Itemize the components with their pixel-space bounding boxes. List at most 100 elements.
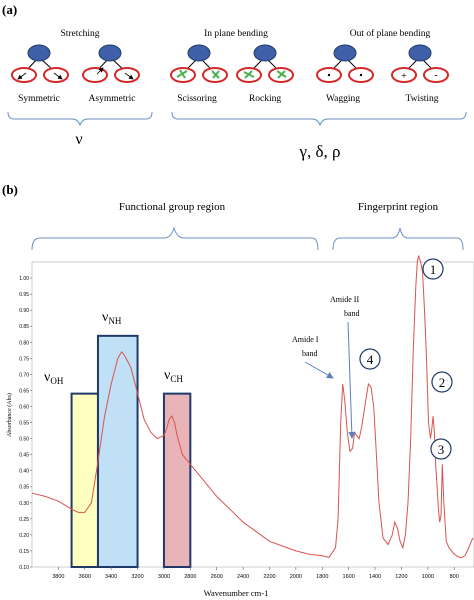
molecule-symmetric (11, 44, 69, 83)
amide-i-arrow (304, 361, 334, 379)
mode-label-scissoring: Scissoring (177, 94, 217, 104)
x-axis-label: Wavenumber cm-1 (204, 588, 269, 598)
panel-b-label: (b) (2, 182, 18, 197)
twist-minus-sign: - (434, 70, 437, 81)
y-tick-label: 0.95 (19, 292, 29, 298)
atom-central-blue (98, 44, 122, 62)
x-tick-label: 2000 (290, 574, 302, 580)
y-tick-label: 0.40 (19, 469, 29, 475)
svg-text:1: 1 (430, 262, 437, 277)
mode-label-symmetric: Symmetric (18, 94, 60, 104)
molecule-rocking (236, 44, 294, 83)
amide-ii-label: Amide II (330, 295, 359, 304)
x-tick-label: 3400 (105, 574, 117, 580)
group-label-in-plane: In plane bending (204, 29, 268, 39)
band-box-ch (162, 392, 192, 569)
atom-central-blue (253, 44, 277, 62)
y-tick-label: 0.90 (19, 308, 29, 314)
atom-side-red (11, 67, 37, 83)
green-motion-marker (276, 70, 287, 79)
y-tick-label: 0.10 (19, 565, 29, 571)
y-tick-label: 0.20 (19, 533, 29, 539)
x-tick-label: 2200 (263, 574, 275, 580)
bracket-stretching (7, 111, 153, 127)
green-motion-marker (211, 70, 220, 79)
mode-label-wagging: Wagging (326, 94, 360, 104)
y-tick-label: 0.85 (19, 324, 29, 330)
atom-central-blue (408, 44, 432, 62)
symbol-gamma-delta-rho: γ, δ, ρ (298, 142, 340, 161)
atom-side-red (391, 67, 417, 83)
twist-plus-sign: + (401, 71, 407, 82)
molecule-wagging (316, 44, 374, 83)
amide-ii-band-label: band (344, 309, 360, 318)
amide-i-band-label: band (302, 349, 318, 358)
y-tick-label: 0.75 (19, 356, 29, 362)
y-tick-label: 0.25 (19, 517, 29, 523)
amide-ii-arrow (347, 321, 356, 439)
mode-label-rocking: Rocking (249, 94, 281, 104)
x-tick-label: 3800 (52, 574, 64, 580)
svg-text:4: 4 (367, 352, 374, 367)
green-motion-marker (243, 70, 255, 79)
peak-marker-2: 2 (431, 371, 453, 393)
group-label-stretching: Stretching (60, 29, 99, 39)
svg-text:2: 2 (439, 375, 446, 390)
band-label-nh: νNH (102, 310, 122, 326)
region-label-fingerprint: Fingerprint region (358, 201, 439, 213)
spectrum-line (31, 255, 474, 558)
molecule-scissoring (170, 44, 228, 83)
green-motion-marker (176, 69, 188, 79)
x-tick-label: 1400 (369, 574, 381, 580)
y-tick-label: 1.00 (19, 276, 29, 282)
peak-marker-3: 3 (430, 438, 452, 460)
panel-a-label: (a) (2, 2, 17, 17)
atom-side-red (114, 67, 140, 83)
y-tick-label: 0.70 (19, 372, 29, 378)
y-tick-label: 0.35 (19, 485, 29, 491)
region-label-functional: Functional group region (119, 201, 226, 213)
atom-central-blue (333, 44, 357, 62)
atom-central-blue (27, 44, 51, 62)
bracket-functional-region (31, 226, 319, 251)
atom-side-red (423, 67, 449, 83)
y-tick-label: 0.45 (19, 453, 29, 459)
bracket-bending (171, 111, 467, 127)
y-tick-label: 0.65 (19, 388, 29, 394)
y-axis: 0.10 0.15 0.20 0.25 0.30 0.35 0.40 0.45 0.50 0.55… (19, 276, 32, 571)
x-tick-label: 3000 (158, 574, 170, 580)
band-label-ch: νCH (164, 368, 183, 384)
y-tick-label: 0.30 (19, 501, 29, 507)
x-tick-label: 1600 (343, 574, 355, 580)
y-tick-label: 0.80 (19, 340, 29, 346)
molecule-asymmetric (82, 44, 140, 83)
x-axis: 3800 3600 3400 3200 3000 2800 2600 2400 2200 2000… (52, 567, 459, 580)
bracket-fingerprint-region (332, 227, 464, 251)
group-label-out-of-plane: Out of plane bending (350, 28, 431, 39)
y-axis-label: Absorbance (Abs) (6, 393, 13, 437)
band-box-nh (96, 334, 139, 568)
y-tick-label: 0.50 (19, 437, 29, 443)
x-tick-label: 800 (450, 574, 459, 580)
x-tick-label: 2400 (237, 574, 249, 580)
x-tick-label: 3200 (131, 574, 143, 580)
band-box-oh (70, 392, 99, 569)
svg-text:3: 3 (438, 442, 445, 457)
peak-marker-4: 4 (359, 348, 381, 370)
y-tick-label: 0.60 (19, 404, 29, 410)
x-tick-label: 2600 (211, 574, 223, 580)
mode-label-asymmetric: Asymmetric (89, 94, 136, 104)
x-tick-label: 1200 (395, 574, 407, 580)
y-tick-label: 0.15 (19, 549, 29, 555)
amide-i-label: Amide I (292, 335, 319, 344)
mode-label-twisting: Twisting (405, 94, 438, 104)
x-tick-label: 1800 (316, 574, 328, 580)
peak-marker-1: 1 (422, 258, 444, 280)
symbol-nu: ν (75, 131, 82, 148)
x-tick-label: 3600 (79, 574, 91, 580)
plot-frame (31, 261, 474, 568)
y-tick-label: 0.55 (19, 421, 29, 427)
atom-central-blue (187, 44, 211, 62)
x-tick-label: 1000 (422, 574, 434, 580)
